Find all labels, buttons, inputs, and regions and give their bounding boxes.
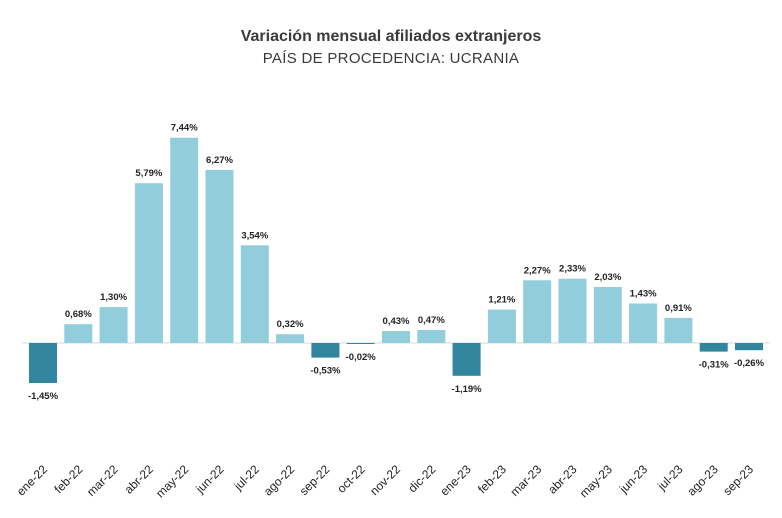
value-label-abr-22: 5,79%: [135, 168, 162, 179]
value-label-sep-23: -0,26%: [734, 358, 765, 369]
bar-sep-23: [735, 343, 763, 351]
value-label-jun-23: 1,43%: [630, 289, 657, 300]
x-tick-label-jul-22: jul-22: [231, 462, 263, 494]
bar-ago-23: [699, 343, 728, 352]
x-tick-label-mar-22: mar-22: [84, 462, 121, 499]
value-label-ene-22: -1,45%: [28, 391, 59, 402]
value-label-ago-22: 0,32%: [277, 319, 304, 330]
value-label-ene-23: -1,19%: [452, 384, 483, 395]
value-label-may-22: 7,44%: [171, 123, 198, 134]
bar-may-22: [170, 137, 199, 343]
bar-ene-23: [452, 343, 481, 376]
bar-abr-22: [134, 183, 163, 343]
x-tick-label-may-22: may-22: [153, 462, 191, 500]
chart-subtitle: PAÍS DE PROCEDENCIA: UCRANIA: [262, 50, 520, 67]
x-tick-label-nov-22: nov-22: [367, 462, 403, 498]
bar-mar-23: [523, 280, 552, 343]
x-tick-label-abr-23: abr-23: [545, 462, 580, 497]
value-label-nov-22: 0,43%: [383, 316, 410, 327]
x-tick-label-feb-22: feb-22: [51, 462, 85, 496]
bar-jun-22: [205, 169, 234, 343]
bar-jul-22: [240, 245, 269, 343]
x-tick-label-jun-23: jun-23: [616, 462, 650, 496]
bar-mar-22: [99, 307, 128, 343]
value-label-feb-22: 0,68%: [65, 309, 92, 320]
bar-feb-22: [64, 324, 93, 343]
chart-title: Variación mensual afiliados extranjeros: [240, 28, 542, 45]
value-label-feb-23: 1,21%: [488, 295, 515, 306]
x-tick-label-ago-23: ago-23: [684, 462, 721, 499]
value-label-jul-22: 3,54%: [241, 230, 268, 241]
x-tick-label-abr-22: abr-22: [122, 462, 157, 497]
bar-ago-22: [276, 334, 305, 343]
value-label-abr-23: 2,33%: [559, 264, 586, 275]
x-tick-label-oct-22: oct-22: [334, 462, 368, 496]
bar-feb-23: [487, 309, 516, 343]
bar-abr-23: [558, 278, 587, 343]
value-label-may-23: 2,03%: [594, 272, 621, 283]
x-tick-label-may-23: may-23: [577, 462, 615, 500]
value-label-dic-22: 0,47%: [418, 315, 445, 326]
x-tick-label-ago-22: ago-22: [261, 462, 298, 499]
bar-may-23: [593, 287, 622, 343]
x-tick-label-sep-23: sep-23: [720, 462, 756, 498]
x-tick-label-sep-22: sep-22: [297, 462, 333, 498]
value-label-sep-22: -0,53%: [310, 366, 341, 377]
bar-nov-22: [382, 331, 410, 343]
bar-oct-22: [346, 343, 375, 344]
value-label-mar-23: 2,27%: [524, 265, 551, 276]
bar-jul-23: [664, 317, 693, 343]
x-tick-label-ene-22: ene-22: [14, 462, 51, 499]
bar-jun-23: [629, 303, 658, 343]
x-tick-label-dic-22: dic-22: [405, 462, 438, 495]
bar-ene-22: [29, 343, 57, 383]
x-tick-label-ene-23: ene-23: [437, 462, 474, 499]
value-label-mar-22: 1,30%: [100, 292, 127, 303]
value-label-jul-23: 0,91%: [665, 303, 692, 314]
value-label-jun-22: 6,27%: [206, 155, 233, 166]
bar-dic-22: [417, 330, 446, 343]
x-tick-label-jul-23: jul-23: [654, 462, 686, 494]
value-label-oct-22: -0,02%: [346, 352, 377, 363]
x-tick-label-feb-23: feb-23: [475, 462, 509, 496]
value-label-ago-23: -0,31%: [699, 360, 730, 371]
x-tick-label-mar-23: mar-23: [508, 462, 545, 499]
bar-sep-22: [311, 343, 340, 358]
x-tick-label-jun-22: jun-22: [192, 462, 226, 496]
